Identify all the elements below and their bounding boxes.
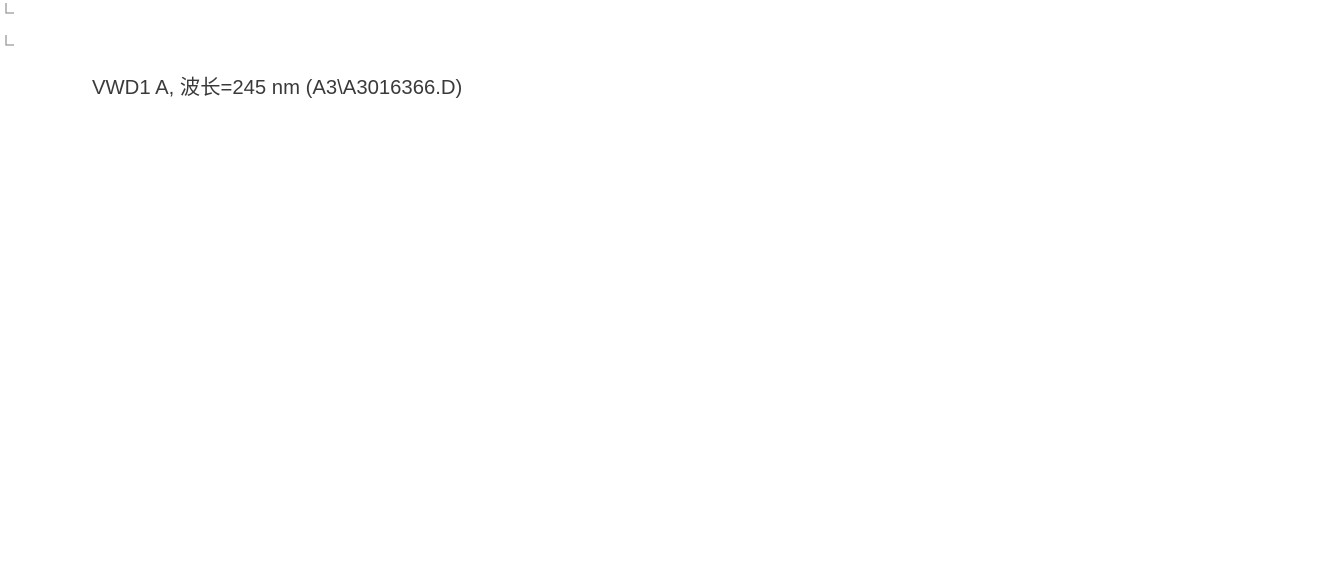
svg-text:VWD1 A, 波长=245 nm (A3\A3016366: VWD1 A, 波长=245 nm (A3\A3016366.D) [92, 76, 462, 99]
